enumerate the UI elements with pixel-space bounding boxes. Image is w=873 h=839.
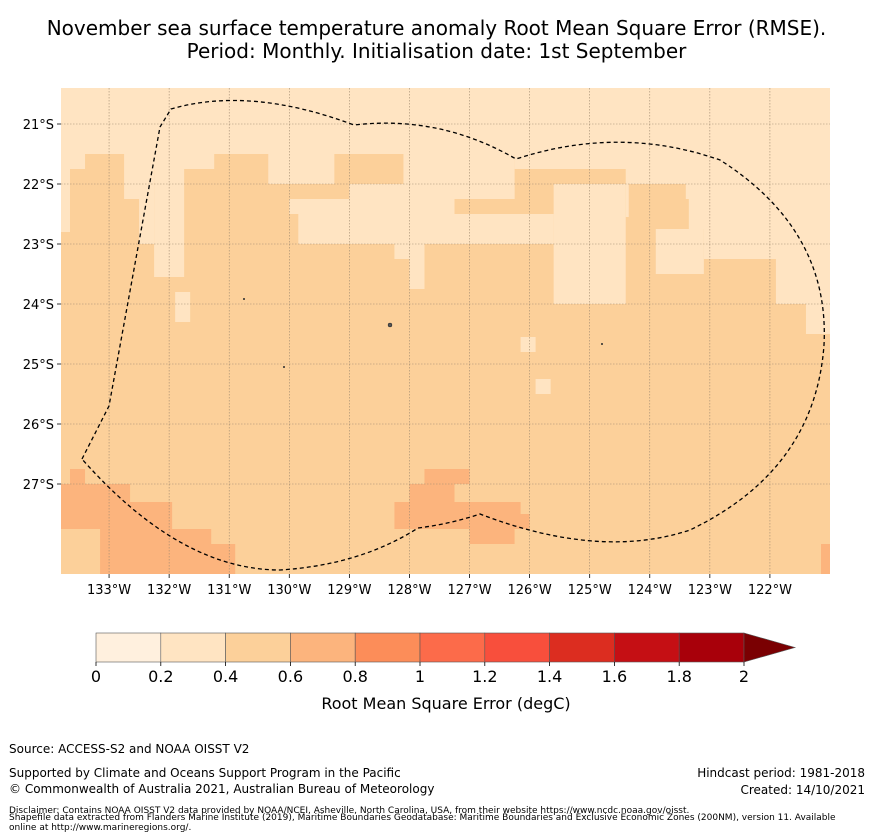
colorbar-extend-arrow	[743, 632, 797, 663]
colorbar-label: Root Mean Square Error (degC)	[321, 694, 570, 713]
x-tick-label: 132°W	[147, 583, 191, 598]
colorbar-tick-label: 1.2	[472, 667, 497, 686]
colorbar-tick-label: 0.4	[213, 667, 238, 686]
heatmap-cell	[61, 154, 71, 232]
heatmap-cell	[469, 529, 515, 544]
heatmap-cell	[289, 199, 449, 214]
colorbar-tick-label: 0.2	[148, 667, 173, 686]
colorbar-tick-label: 2	[739, 667, 749, 686]
heatmap-cell	[775, 259, 830, 304]
heatmap-cell	[70, 469, 86, 484]
colorbar-segment	[678, 632, 745, 663]
heatmap-cell	[298, 214, 554, 244]
y-tick-label: 21°S	[23, 118, 54, 133]
heatmap-cell	[625, 184, 629, 217]
x-tick-label: 124°W	[628, 583, 672, 598]
colorbar-segment	[484, 632, 550, 663]
colorbar-segment	[614, 632, 680, 663]
chart-title-line-1: November sea surface temperature anomaly…	[46, 16, 827, 40]
heatmap-cell	[100, 544, 236, 574]
colorbar-tick-label: 1.8	[666, 667, 691, 686]
map-area	[61, 88, 830, 574]
x-tick-label: 126°W	[508, 583, 552, 598]
heatmap-cell	[403, 154, 446, 184]
colorbar-tick-label: 0.6	[278, 667, 303, 686]
island-marker	[387, 322, 393, 328]
y-tick-label: 27°S	[23, 478, 54, 493]
rmse-chart: 133°W 132°W 131°W 130°W 129°W 128°W 127°W 126°W…	[23, 88, 830, 713]
source-text: Source: ACCESS-S2 and NOAA OISST V2	[9, 742, 250, 756]
x-tick-label: 122°W	[748, 583, 792, 598]
colorbar-tick-label: 1	[415, 667, 425, 686]
heatmap-cell	[61, 502, 173, 529]
y-tick-label: 23°S	[23, 238, 54, 253]
y-tick-label: 24°S	[23, 298, 54, 313]
heatmap-cell	[820, 544, 830, 574]
x-axis: 133°W 132°W 131°W 130°W 129°W 128°W 127°W 126°W…	[87, 574, 792, 598]
island-marker	[600, 342, 604, 346]
heatmap-cell	[268, 154, 335, 184]
copyright-text: © Commonwealth of Australia 2021, Austra…	[9, 782, 435, 796]
chart-title-line-2: Period: Monthly. Initialisation date: 1s…	[186, 39, 687, 63]
colorbar-segment	[419, 632, 486, 663]
island-marker	[242, 297, 246, 301]
colorbar-segment	[160, 632, 226, 663]
islands	[242, 297, 604, 369]
x-tick-label: 125°W	[568, 583, 612, 598]
x-tick-label: 128°W	[387, 583, 431, 598]
island-marker	[282, 365, 286, 369]
colorbar-segment	[354, 632, 421, 663]
heatmap-cell	[175, 292, 191, 322]
hindcast-text: Hindcast period: 1981-2018	[697, 766, 865, 780]
heatmap-cell	[61, 88, 830, 154]
heatmap-cell	[535, 379, 551, 394]
colorbar: 0 0.2 0.4 0.6 0.8 1 1.2 1.4 1.6 1.8 2	[91, 632, 797, 686]
created-text: Created: 14/10/2021	[740, 783, 865, 797]
heatmap-cell	[514, 154, 830, 169]
heatmap-cell	[139, 199, 155, 244]
supported-text: Supported by Climate and Oceans Support …	[9, 766, 401, 780]
colorbar-segment	[225, 632, 291, 663]
heatmap-cell	[625, 169, 689, 184]
colorbar-tick-label: 0.8	[342, 667, 367, 686]
x-tick-label: 131°W	[207, 583, 251, 598]
heatmap-cell	[688, 199, 830, 229]
heatmap-cell	[394, 502, 521, 514]
colorbar-segment	[549, 632, 615, 663]
y-tick-label: 26°S	[23, 418, 54, 433]
x-tick-label: 127°W	[447, 583, 491, 598]
heatmap-cell	[61, 484, 131, 502]
colorbar-tick-label: 1.4	[537, 667, 562, 686]
disclaimer-line-1: Disclaimer: Contains NOAA OISST V2 data …	[9, 806, 690, 816]
heatmap-cell	[424, 469, 470, 484]
disclaimer-line-2: Shapefile data extracted from Flanders M…	[9, 813, 836, 833]
heatmap-cell	[61, 154, 86, 169]
heatmap-cell	[445, 154, 515, 199]
x-tick-label: 133°W	[87, 583, 131, 598]
heatmap-cell	[100, 529, 212, 544]
x-tick-label: 123°W	[688, 583, 732, 598]
colorbar-segment	[290, 632, 356, 663]
colorbar-segment	[95, 632, 162, 663]
heatmap-cell	[520, 337, 536, 352]
colorbar-tick-label: 0	[91, 667, 101, 686]
heatmap-cell	[394, 514, 530, 529]
x-tick-label: 130°W	[267, 583, 311, 598]
y-axis: 21°S 22°S 23°S 24°S 25°S 26°S 27°S	[23, 118, 61, 493]
colorbar-tick-label: 1.6	[602, 667, 627, 686]
heatmap-cell	[805, 304, 830, 334]
gridlines	[61, 88, 830, 574]
heatmap-cell	[409, 259, 425, 289]
heatmap-cell	[409, 484, 455, 502]
heatmap-cell	[394, 244, 425, 259]
heatmap-cell	[655, 229, 704, 274]
y-tick-label: 25°S	[23, 358, 54, 373]
x-tick-label: 129°W	[327, 583, 371, 598]
y-tick-label: 22°S	[23, 178, 54, 193]
